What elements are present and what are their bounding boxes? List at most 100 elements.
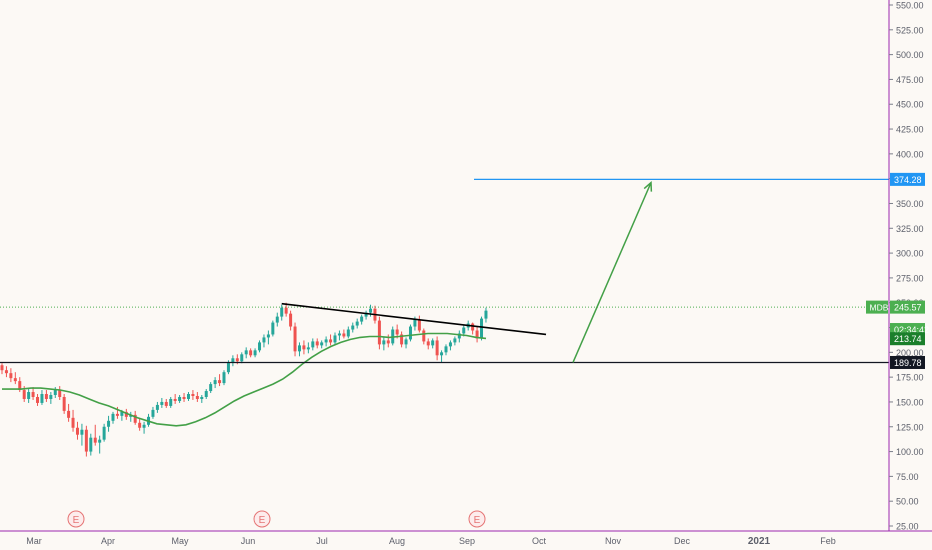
candle	[151, 406, 155, 419]
candle-body	[369, 308, 373, 313]
candle-body	[311, 341, 315, 348]
earnings-marker-circle	[67, 510, 85, 528]
candle	[80, 423, 84, 446]
candle	[266, 330, 270, 345]
candle-body	[22, 390, 26, 399]
candle-body	[138, 422, 142, 428]
target-price-label-bg	[890, 172, 925, 186]
candle-body	[75, 427, 79, 435]
time-tick-label: Sep	[459, 536, 475, 546]
candle	[435, 336, 439, 361]
time-axis[interactable]: Mar Apr May Jun Jul Aug Sep Oct Nov Dec 2021 Feb	[0, 530, 932, 550]
candle	[58, 386, 62, 400]
candle	[315, 338, 319, 349]
support-price-label-text: 189.78	[894, 358, 922, 368]
candle-body	[404, 339, 408, 345]
candle	[249, 348, 253, 358]
candle	[204, 389, 208, 399]
candle	[377, 316, 381, 350]
candle-body	[209, 384, 213, 392]
candle	[422, 328, 426, 345]
candle	[133, 410, 137, 425]
earnings-marker-label: E	[259, 515, 266, 526]
candle-body	[58, 390, 62, 397]
candle	[408, 324, 412, 342]
price-tick-label: 450.00	[896, 100, 924, 110]
candle-body	[377, 320, 381, 345]
candle-body	[178, 396, 182, 401]
candle	[337, 330, 341, 341]
candle	[209, 382, 213, 394]
candle-body	[111, 413, 115, 421]
candle	[138, 418, 142, 431]
candle-body	[280, 307, 284, 317]
candle-body	[431, 340, 435, 346]
price-tick-label: 100.00	[896, 447, 924, 457]
candle-body	[102, 426, 106, 440]
candle-body	[40, 394, 44, 403]
candle	[262, 334, 266, 348]
price-tick-label: 300.00	[896, 249, 924, 259]
candle	[107, 415, 111, 432]
candle-body	[115, 413, 119, 416]
candle-body	[98, 439, 102, 443]
candle-body	[186, 394, 190, 399]
candle-body	[440, 352, 444, 356]
candle	[164, 398, 168, 408]
candle-body	[293, 326, 297, 352]
candle	[200, 395, 204, 403]
candle-body	[386, 340, 390, 344]
candle	[142, 421, 146, 434]
candle	[360, 314, 364, 325]
candle	[218, 374, 222, 387]
candle	[178, 395, 182, 403]
target-price-label: 374.28	[890, 172, 925, 186]
candle	[346, 326, 350, 339]
candle-body	[364, 312, 368, 317]
candle	[440, 350, 444, 363]
candle-body	[124, 411, 128, 417]
time-tick-label: Apr	[101, 536, 115, 546]
candle-body	[169, 398, 173, 406]
candle-body	[426, 341, 430, 346]
candle-body	[240, 354, 244, 362]
candle-body	[324, 339, 328, 343]
candle-body	[204, 391, 208, 397]
candle-body	[71, 417, 75, 428]
candle-body	[284, 307, 288, 314]
candle-body	[164, 401, 168, 406]
price-axis[interactable]: 550.00 525.00 500.00 475.00 450.00 425.00 400.…	[888, 0, 932, 550]
price-tick-label: 400.00	[896, 149, 924, 159]
candle	[160, 397, 164, 408]
candle	[480, 316, 484, 341]
time-tick-label: Jul	[316, 536, 328, 546]
price-tick-label: 125.00	[896, 422, 924, 432]
candle	[124, 408, 128, 420]
countdown-label-text: 02:34:42	[894, 325, 929, 335]
last-price-label-text: 245.57	[894, 303, 922, 313]
candle-body	[191, 394, 195, 396]
candle-body	[289, 313, 293, 327]
candle	[84, 425, 88, 457]
price-tick-label: 425.00	[896, 125, 924, 135]
time-tick-label: Aug	[389, 536, 405, 546]
candle-body	[351, 325, 355, 330]
price-tick-label: 525.00	[896, 25, 924, 35]
price-tick-label: 150.00	[896, 397, 924, 407]
price-labels: 225.00MDB245.5702:34:42213.74189.78374.2…	[866, 172, 929, 369]
candle	[27, 389, 31, 403]
candle-body	[258, 342, 262, 351]
candle	[342, 329, 346, 339]
candle	[111, 411, 115, 424]
candle-body	[36, 396, 40, 403]
candle-body	[355, 321, 359, 326]
candle	[329, 334, 333, 346]
candle	[333, 332, 337, 345]
candle-body	[333, 335, 337, 343]
last-price-label: 245.57	[890, 300, 925, 314]
candle	[284, 302, 288, 317]
candle	[186, 392, 190, 401]
price-tick-label: 550.00	[896, 1, 924, 11]
